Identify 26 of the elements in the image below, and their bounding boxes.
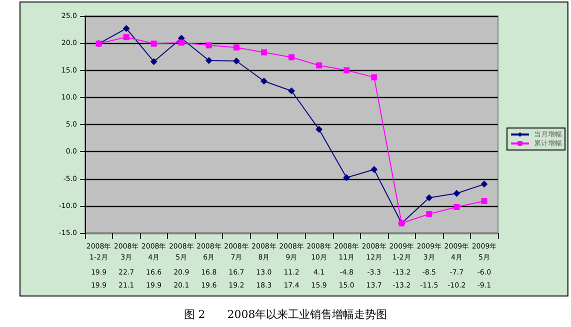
point [260,49,267,56]
point [288,54,294,60]
point [123,34,130,40]
point [316,126,323,133]
point [371,74,378,80]
point [343,174,350,182]
point [233,44,240,50]
text: 图 2 2008年以来工业销售增幅走势图 [184,308,388,321]
point [481,198,488,204]
point [232,58,240,65]
point [150,40,157,47]
point [150,58,158,66]
point [288,87,295,94]
point [453,190,460,197]
point [122,24,130,32]
point [344,67,350,74]
point [178,40,184,46]
point [206,42,212,48]
point [205,56,212,64]
point [260,78,268,85]
point [316,62,322,68]
point [426,194,433,202]
point [426,211,432,218]
point [454,204,460,210]
point [480,180,488,188]
point [370,166,378,174]
